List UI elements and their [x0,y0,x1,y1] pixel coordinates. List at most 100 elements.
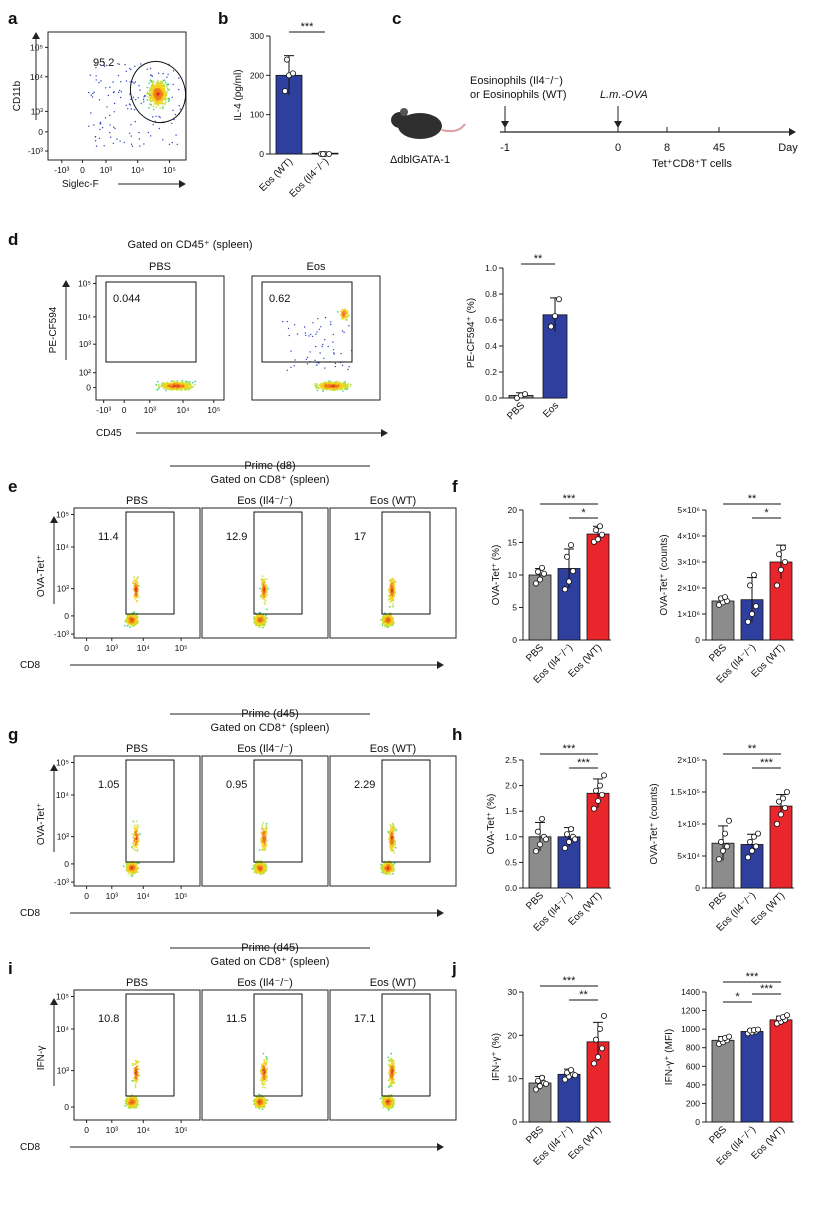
d-plot-0-xtick-label: 10³ [144,405,156,415]
flow_g-event [259,868,262,870]
timeline-label: 0 [615,142,621,154]
flow_g-tail-event [135,820,138,823]
flow_g-tail-event [135,828,138,831]
d-event [316,385,318,387]
d-event [181,379,184,382]
flow_g-event [252,868,255,871]
d-ylabel: PE-CF594 [48,306,59,353]
a-sparse-event [158,127,160,130]
flow_g-event [138,862,140,865]
panel-letter-j: j [451,959,457,978]
panel-a: 10⁵10⁴10³0-10³-10³010³10⁴10⁵95.2CD11bSig… [12,31,187,190]
flow_e-tail-event [394,592,396,594]
d-event [167,385,169,387]
flow_g-plot-0-xtick-label: 10⁴ [137,891,150,901]
a-sparse-event [119,140,121,142]
flow_g-plot-0-xtick-label: 0 [84,891,89,901]
a-event [161,84,164,87]
d-plot-0-ytick-label: 10³ [79,339,91,349]
flow_g-event [259,872,262,875]
a-sparse-event [120,81,122,83]
flow_e-plot-title: Eos (WT) [370,495,416,507]
a-sparse-event [103,64,105,66]
d-event [344,381,347,383]
flow_g-event [266,866,268,869]
d-event [157,387,160,390]
flow_e-event [255,615,258,618]
d-plot-0-ytick-label: 0 [86,383,91,393]
a-event [154,102,157,105]
a-sparse-event [175,134,177,136]
flow_e-event [133,620,135,623]
a-sparse-event [93,91,95,93]
flow_e-tail-event [267,587,270,590]
d-sparse-event [347,368,349,371]
a-event [153,97,156,99]
a-sparse-event [135,99,137,101]
a-event [150,90,153,92]
a-event [157,99,160,102]
flow_e-tail-event [135,600,138,603]
a-event [161,80,164,83]
d-pos-event [341,318,344,320]
a-event [162,87,164,90]
d-event [330,387,333,390]
timeline-label: 45 [713,142,725,154]
flow_e-tail-event [136,588,139,591]
d-sparse-event [303,326,306,328]
a-event [161,82,164,85]
d-event [187,381,190,384]
flow_e-event [253,621,256,624]
a-sparse-event [118,63,121,65]
a-event [159,90,162,93]
a-sparse-event [178,105,180,107]
a-sparse-event [95,145,98,147]
panel-letter-i: i [8,959,13,978]
flow_e-tail-event [392,591,394,593]
d-event [323,387,326,390]
flow_g-event [255,866,257,869]
d-event [334,387,336,390]
a-sparse-event [159,116,161,119]
flow_e-tail-event [261,575,264,577]
a-sparse-event [109,86,111,88]
flow_e-gate-value: 17 [354,531,366,543]
flow_e-event [387,615,390,618]
readout-label: Tet⁺CD8⁺T cells [652,158,732,170]
flow_e-tail-event [135,585,138,588]
flow_e-event [262,626,264,629]
a-sparse-event [134,121,136,123]
d-sparse-event [330,321,332,323]
d-sparse-event [317,318,319,320]
d-event [156,388,159,391]
flow_e-tail-event [391,598,393,600]
d-sparse-event [294,359,296,361]
a-event [152,88,155,91]
flow_e-tail-event [259,595,262,598]
a-sparse-event [149,94,151,97]
d-event [161,385,164,387]
d-plot-0-xtick-label: -10³ [96,405,111,415]
a-sparse-event [123,141,126,144]
a-sparse-event [90,94,93,96]
a-sparse-event [166,76,168,78]
a-x-arrowhead [179,180,186,188]
flow_g-event [122,865,125,867]
a-event [153,89,156,91]
flow_e-event [384,625,386,627]
d-pos-event [341,313,344,315]
a-sparse-event [120,96,122,99]
timeline-unit: Day [778,142,798,154]
flow_e-tail-event [135,581,138,584]
a-sparse-event [125,80,128,82]
a-event [148,82,151,85]
d-event [158,385,161,388]
a-event [166,86,168,88]
flow_e-tail-event [388,590,391,593]
panel-letter-c: c [392,9,401,28]
d-event [165,386,167,389]
d-sparse-event [310,333,312,336]
flow_e-event [131,615,134,618]
